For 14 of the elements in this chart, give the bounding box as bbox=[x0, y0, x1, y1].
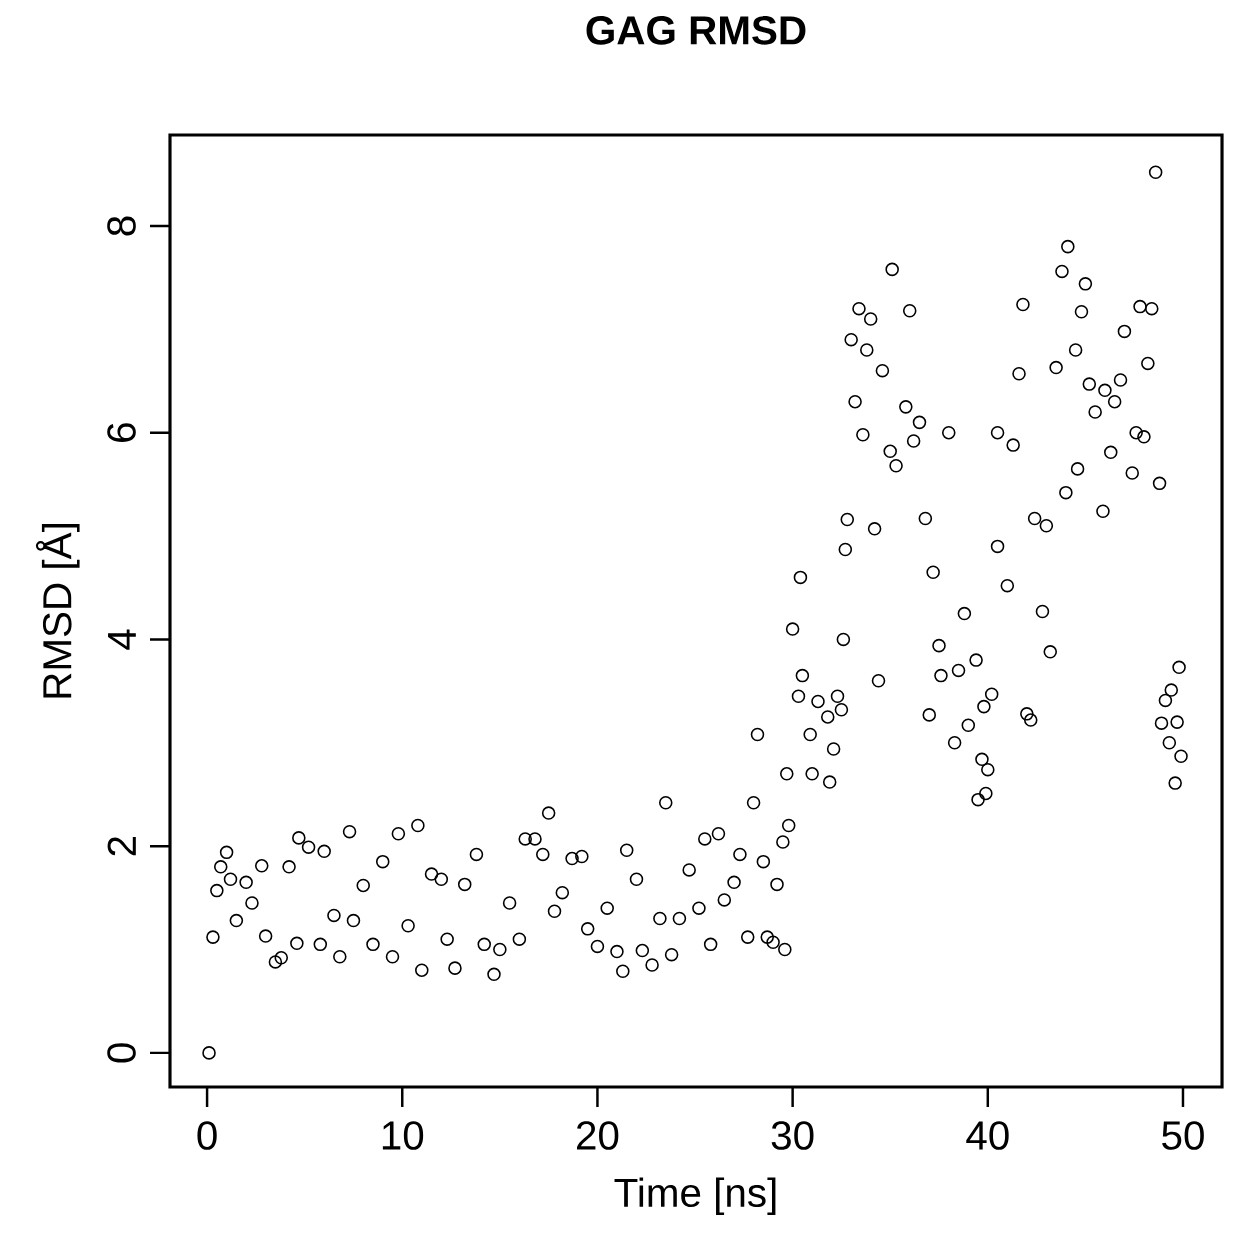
x-tick-label: 50 bbox=[1162, 1121, 1204, 1150]
y-axis-title: RMSD [Å] bbox=[35, 524, 80, 698]
x-tick-label: 10 bbox=[382, 1121, 424, 1150]
chart-title: GAG RMSD bbox=[586, 16, 806, 45]
y-tick-label: 8 bbox=[107, 216, 136, 236]
y-tick-label: 0 bbox=[107, 1043, 136, 1063]
x-tick-label: 20 bbox=[577, 1121, 619, 1150]
x-tick-label: 0 bbox=[197, 1121, 217, 1150]
x-tick-label: 40 bbox=[966, 1121, 1009, 1150]
y-tick-label: 2 bbox=[107, 836, 136, 856]
y-tick-label: 6 bbox=[107, 423, 136, 442]
x-axis-title: Time [ns] bbox=[614, 1177, 776, 1216]
x-tick-label: 30 bbox=[771, 1121, 814, 1150]
y-tick-label: 4 bbox=[108, 629, 136, 650]
